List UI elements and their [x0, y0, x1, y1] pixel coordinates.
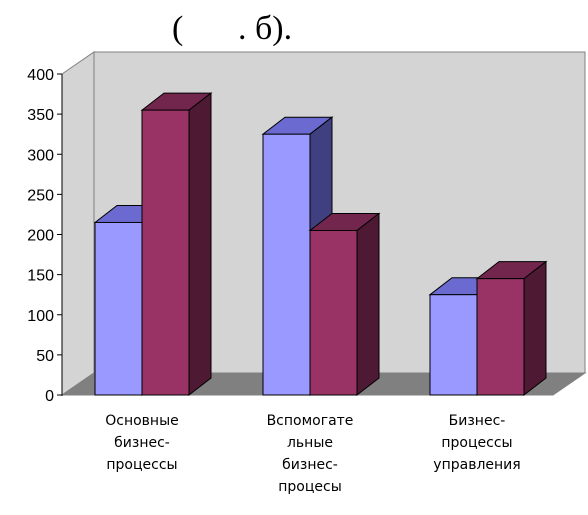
y-tick-label: 300	[27, 147, 54, 164]
side-wall	[61, 51, 95, 396]
category-label-line: Основные	[105, 413, 179, 429]
category-label-line: Бизнес-	[449, 413, 506, 429]
bar-front	[141, 109, 190, 396]
category-label-line: процессы	[441, 435, 512, 451]
bar-side	[523, 260, 547, 397]
y-tick-label: 0	[45, 388, 54, 405]
bar-front	[309, 229, 358, 396]
y-tick-label: 100	[27, 308, 54, 325]
category-label-line: бизнес-	[282, 457, 338, 473]
y-tick-label: 250	[27, 187, 54, 204]
bar-front	[94, 221, 143, 396]
y-tick-label: 200	[27, 228, 54, 245]
y-tick-label: 350	[27, 107, 54, 124]
value-axis: 0 50 100 150 200 250 300 350 400	[27, 67, 63, 405]
bar-front	[429, 294, 478, 396]
figure-caption: ( . б).	[0, 6, 588, 52]
bar-front	[262, 133, 311, 396]
bar	[308, 212, 381, 397]
category-label: Бизнес-процессы управления	[433, 413, 520, 473]
caption-open-paren: (	[172, 10, 184, 47]
category-label-line: бизнес-	[114, 435, 170, 451]
category-label-line: процессы	[106, 457, 177, 473]
category-label: Вспомогате льные бизнес-процесы	[267, 413, 354, 495]
bar-side	[188, 92, 212, 397]
bar-front	[476, 278, 525, 396]
chart-bars	[93, 92, 548, 397]
bar	[475, 260, 548, 397]
bar-side	[356, 212, 380, 397]
y-tick-label: 50	[36, 348, 54, 365]
category-label: Основные бизнес-процессы	[105, 413, 179, 473]
bar	[140, 92, 213, 397]
category-labels: Основные бизнес-процессы Вспомогате льные би…	[105, 413, 520, 495]
category-label-line: управления	[433, 457, 520, 473]
category-label-line: Вспомогате	[267, 413, 354, 429]
category-label-line: процесы	[278, 479, 342, 495]
y-tick-label: 150	[27, 268, 54, 285]
y-tick-label: 400	[27, 67, 54, 84]
category-label-line: льные	[287, 435, 333, 451]
caption-figure-ref: . б).	[238, 10, 293, 47]
